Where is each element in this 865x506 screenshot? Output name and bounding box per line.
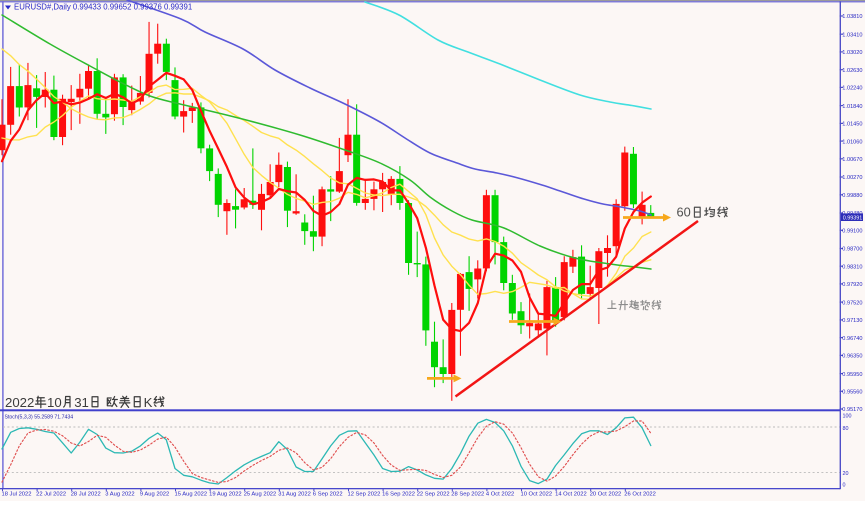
svg-text:28 Sep 2022: 28 Sep 2022: [451, 491, 484, 497]
svg-text:18 Jul 2022: 18 Jul 2022: [2, 491, 32, 497]
svg-text:20: 20: [843, 471, 849, 477]
svg-text:0.97920: 0.97920: [842, 282, 862, 288]
svg-text:1.00270: 1.00270: [842, 175, 862, 181]
svg-text:22 Jul 2022: 22 Jul 2022: [36, 491, 66, 497]
svg-text:3 Aug 2022: 3 Aug 2022: [105, 491, 134, 497]
svg-text:100: 100: [843, 413, 852, 419]
svg-text:1.01840: 1.01840: [842, 104, 862, 110]
svg-text:0.99391: 0.99391: [843, 215, 863, 221]
svg-text:0.96740: 0.96740: [842, 336, 862, 342]
svg-text:0.95560: 0.95560: [842, 390, 862, 396]
svg-text:0.95950: 0.95950: [842, 372, 862, 378]
svg-text:0.99100: 0.99100: [842, 229, 862, 235]
svg-text:6 Sep 2022: 6 Sep 2022: [313, 491, 343, 497]
svg-text:31 Aug 2022: 31 Aug 2022: [278, 491, 311, 497]
svg-text:28 Jul 2022: 28 Jul 2022: [71, 491, 101, 497]
svg-text:1.03410: 1.03410: [842, 32, 862, 38]
svg-text:0.96350: 0.96350: [842, 354, 862, 360]
svg-text:1.00670: 1.00670: [842, 157, 862, 163]
svg-text:19 Aug 2022: 19 Aug 2022: [209, 491, 242, 497]
svg-text:1.02240: 1.02240: [842, 86, 862, 92]
svg-text:0: 0: [843, 483, 846, 489]
svg-text:60: 60: [677, 205, 691, 220]
svg-text:0.99880: 0.99880: [842, 193, 862, 199]
svg-text:22 Sep 2022: 22 Sep 2022: [417, 491, 450, 497]
svg-text:15 Aug 2022: 15 Aug 2022: [175, 491, 208, 497]
svg-text:EURUSD#,Daily 0.99433 0.99652: EURUSD#,Daily 0.99433 0.99652 0.99376 0.…: [14, 2, 192, 11]
svg-text:20 Oct 2022: 20 Oct 2022: [590, 491, 622, 497]
svg-text:1.02630: 1.02630: [842, 68, 862, 74]
svg-text:9 Aug 2022: 9 Aug 2022: [140, 491, 169, 497]
svg-text:4 Oct 2022: 4 Oct 2022: [486, 491, 514, 497]
svg-text:0.98310: 0.98310: [842, 264, 862, 270]
svg-text:1.03020: 1.03020: [842, 50, 862, 56]
svg-text:0.98700: 0.98700: [842, 247, 862, 253]
svg-text:10 Oct 2022: 10 Oct 2022: [521, 491, 553, 497]
svg-text:0.95170: 0.95170: [842, 407, 862, 413]
svg-text:31: 31: [74, 395, 89, 410]
svg-text:2022: 2022: [5, 395, 34, 410]
svg-text:Stoch(5,3,3) 55.2589 71.7434: Stoch(5,3,3) 55.2589 71.7434: [5, 414, 74, 420]
svg-text:12 Sep 2022: 12 Sep 2022: [348, 491, 381, 497]
svg-text:K: K: [144, 395, 153, 410]
svg-text:10: 10: [47, 395, 62, 410]
svg-text:14 Oct 2022: 14 Oct 2022: [555, 491, 587, 497]
svg-text:1.01450: 1.01450: [842, 122, 862, 128]
svg-text:80: 80: [843, 426, 849, 432]
svg-text:25 Aug 2022: 25 Aug 2022: [244, 491, 277, 497]
svg-text:0.97520: 0.97520: [842, 300, 862, 306]
svg-text:16 Sep 2022: 16 Sep 2022: [382, 491, 415, 497]
svg-text:1.03810: 1.03810: [842, 14, 862, 20]
svg-text:1.01060: 1.01060: [842, 139, 862, 145]
svg-text:0.97130: 0.97130: [842, 318, 862, 324]
svg-text:26 Oct 2022: 26 Oct 2022: [624, 491, 656, 497]
